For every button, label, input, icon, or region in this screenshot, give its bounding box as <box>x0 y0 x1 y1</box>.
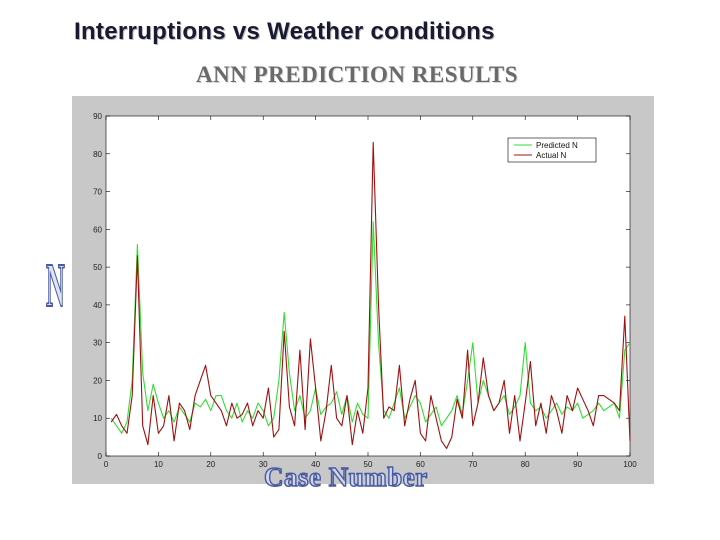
x-tick-label: 60 <box>416 460 425 469</box>
legend-label-actual: Actual N <box>536 151 566 160</box>
legend-label-predicted: Predicted N <box>536 141 578 150</box>
y-tick-label: 90 <box>93 112 102 121</box>
y-tick-label: 40 <box>93 301 102 310</box>
axis-ticks: 0 10 20 30 40 50 60 70 80 90 100 0 10 20 30 40 50 60 70 80 9… <box>93 112 637 469</box>
prediction-chart: 0 10 20 30 40 50 60 70 80 90 100 0 10 20 30 40 50 60 70 80 9… <box>93 112 637 469</box>
x-tick-label: 70 <box>468 460 477 469</box>
x-tick-label: 0 <box>104 460 109 469</box>
x-tick-label: 80 <box>521 460 530 469</box>
page-title: Interruptions vs Weather conditions <box>74 18 495 45</box>
y-tick-label: 60 <box>93 225 102 234</box>
series-lines <box>110 141 631 449</box>
y-axis-label: N <box>46 252 66 320</box>
y-tick-label: 0 <box>98 452 103 461</box>
y-tick-label: 10 <box>93 414 102 423</box>
x-tick-label: 50 <box>364 460 373 469</box>
y-tick-label: 30 <box>93 339 102 348</box>
chart-subtitle: ANN PREDICTION RESULTS <box>196 62 519 87</box>
x-tick-label: 30 <box>259 460 268 469</box>
x-tick-label: 10 <box>154 460 163 469</box>
y-tick-label: 70 <box>93 188 102 197</box>
x-tick-label: 40 <box>311 460 320 469</box>
chart-legend: Predicted N Actual N <box>507 137 597 163</box>
y-tick-label: 80 <box>93 150 102 159</box>
x-tick-label: 90 <box>573 460 582 469</box>
series-line-actual <box>110 141 631 449</box>
x-axis-label: Case Number <box>263 461 428 492</box>
legend-box <box>507 137 597 163</box>
x-tick-label: 20 <box>206 460 215 469</box>
x-tick-label: 100 <box>623 460 637 469</box>
series-line-predicted <box>110 221 631 434</box>
y-tick-label: 50 <box>93 263 102 272</box>
y-tick-label: 20 <box>93 376 102 385</box>
